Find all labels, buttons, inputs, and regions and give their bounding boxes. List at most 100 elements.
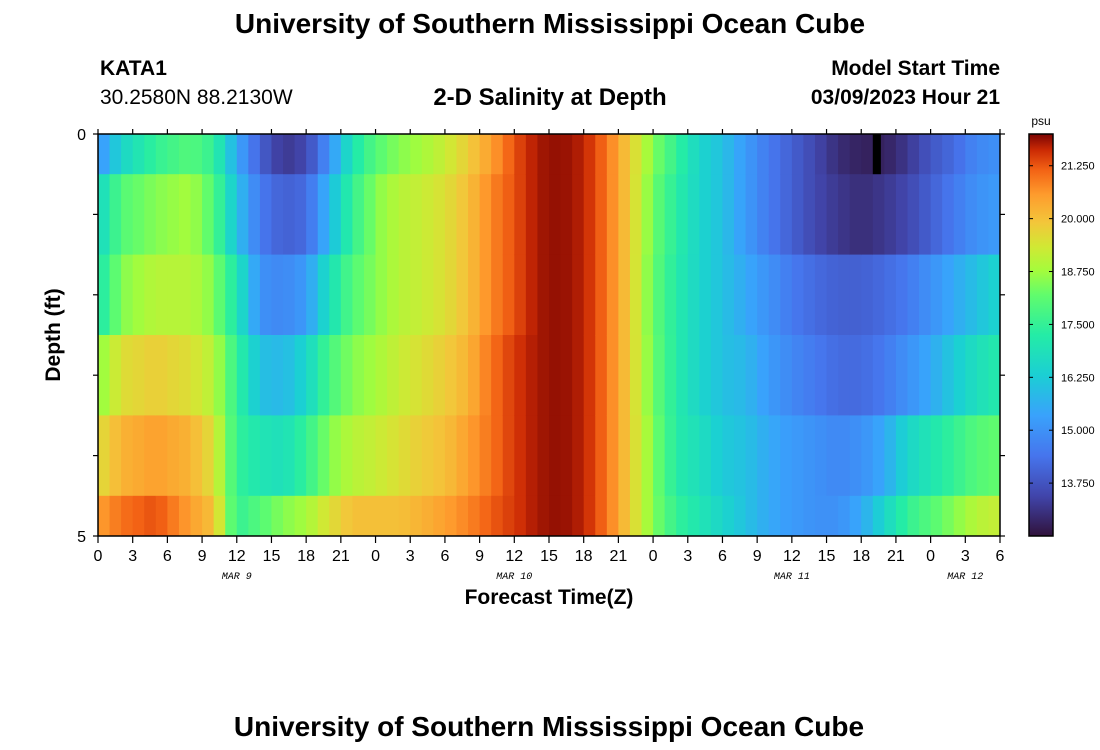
- heatmap-cell: [965, 254, 978, 336]
- heatmap-cell: [109, 254, 122, 336]
- heatmap-cell: [930, 415, 943, 497]
- heatmap-cell: [306, 254, 319, 336]
- heatmap-cell: [98, 335, 111, 416]
- heatmap-cell: [884, 254, 897, 336]
- heatmap-cell: [872, 254, 885, 336]
- heatmap-cell: [757, 254, 770, 336]
- heatmap-cell: [629, 495, 643, 536]
- heatmap-cell: [606, 495, 619, 536]
- heatmap-cell: [537, 415, 550, 497]
- heatmap-cell: [606, 134, 619, 175]
- heatmap-cell: [190, 335, 203, 416]
- heatmap-cell: [791, 415, 805, 497]
- heatmap-cell: [618, 415, 631, 497]
- page-title: University of Southern Mississippi Ocean…: [234, 8, 866, 39]
- heatmap-cell: [572, 495, 585, 536]
- heatmap-cell: [363, 495, 377, 536]
- heatmap-cell: [560, 415, 573, 497]
- heatmap-cell: [294, 335, 307, 416]
- y-axis-label: Depth (ft): [42, 288, 65, 381]
- heatmap-cell: [144, 335, 157, 416]
- heatmap-cell: [814, 134, 828, 175]
- heatmap-cell: [919, 335, 932, 416]
- heatmap-cell: [757, 415, 770, 497]
- heatmap-cell: [329, 134, 342, 175]
- heatmap-cell: [109, 415, 122, 497]
- heatmap-cell: [780, 174, 793, 256]
- heatmap-cell: [560, 174, 573, 256]
- heatmap-cell: [872, 495, 885, 536]
- x-tick-label: 0: [371, 548, 380, 565]
- heatmap-cell: [317, 335, 330, 416]
- heatmap-cell: [618, 134, 631, 175]
- heatmap-cell: [340, 335, 354, 416]
- heatmap-cell: [155, 335, 168, 416]
- heatmap-cell: [734, 335, 747, 416]
- heatmap-cell: [421, 174, 434, 256]
- heatmap-cell: [641, 254, 654, 336]
- heatmap-cell: [283, 134, 296, 175]
- heatmap-cell: [965, 415, 978, 497]
- heatmap-cell: [410, 174, 423, 256]
- heatmap-cell: [213, 254, 226, 336]
- heatmap-cell: [791, 335, 805, 416]
- heatmap-cell: [109, 174, 122, 256]
- heatmap-cell: [317, 415, 330, 497]
- heatmap-cell: [687, 174, 700, 256]
- heatmap-cell: [144, 174, 157, 256]
- heatmap-cell: [838, 134, 851, 175]
- heatmap-cell: [641, 415, 654, 497]
- x-tick-label: 18: [297, 548, 315, 565]
- heatmap-cell: [560, 495, 573, 536]
- heatmap-cell: [491, 174, 504, 256]
- x-tick-label: 0: [926, 548, 935, 565]
- heatmap-cell: [444, 174, 458, 256]
- heatmap-cell: [930, 335, 943, 416]
- heatmap-cell: [768, 254, 781, 336]
- heatmap-cell: [814, 174, 828, 256]
- heatmap-cell: [988, 415, 1000, 497]
- heatmap-cell: [213, 174, 226, 256]
- heatmap-cell: [560, 335, 573, 416]
- heatmap-cell: [433, 415, 446, 497]
- heatmap-cell: [167, 134, 180, 175]
- heatmap-cell: [329, 174, 342, 256]
- heatmap-cell: [618, 495, 631, 536]
- heatmap-cell: [340, 174, 354, 256]
- heatmap-cell: [259, 335, 273, 416]
- heatmap-cell: [491, 495, 504, 536]
- heatmap-cell: [791, 174, 805, 256]
- heatmap-cell: [375, 335, 388, 416]
- heatmap-cell: [699, 254, 712, 336]
- heatmap-cell: [803, 415, 816, 497]
- heatmap-cell: [895, 134, 909, 175]
- heatmap-cell: [641, 495, 654, 536]
- heatmap-cell: [942, 335, 955, 416]
- heatmap-cell: [664, 335, 677, 416]
- heatmap-cell: [236, 174, 249, 256]
- heatmap-cell: [294, 174, 307, 256]
- heatmap-cell: [653, 415, 666, 497]
- heatmap-cell: [202, 174, 215, 256]
- heatmap-cell: [213, 415, 226, 497]
- heatmap-cell: [537, 335, 550, 416]
- heatmap-cell: [98, 134, 111, 175]
- heatmap-cell: [641, 134, 654, 175]
- heatmap-cell: [791, 134, 805, 175]
- heatmap-cell: [814, 415, 828, 497]
- heatmap-cell: [953, 495, 966, 536]
- heatmap-cell: [976, 415, 990, 497]
- heatmap-cell: [236, 415, 249, 497]
- heatmap-cell: [317, 495, 330, 536]
- heatmap-cell: [687, 495, 700, 536]
- chart-subtitle: 2-D Salinity at Depth: [433, 84, 667, 111]
- heatmap-cell: [826, 134, 839, 175]
- heatmap-cell: [768, 415, 781, 497]
- x-axis-label: Forecast Time(Z): [465, 586, 634, 609]
- heatmap-cell: [363, 174, 377, 256]
- heatmap-cell: [976, 174, 990, 256]
- heatmap-cell: [479, 254, 492, 336]
- heatmap-cell: [502, 174, 515, 256]
- heatmap-cell: [826, 335, 839, 416]
- x-tick-label: 12: [228, 548, 246, 565]
